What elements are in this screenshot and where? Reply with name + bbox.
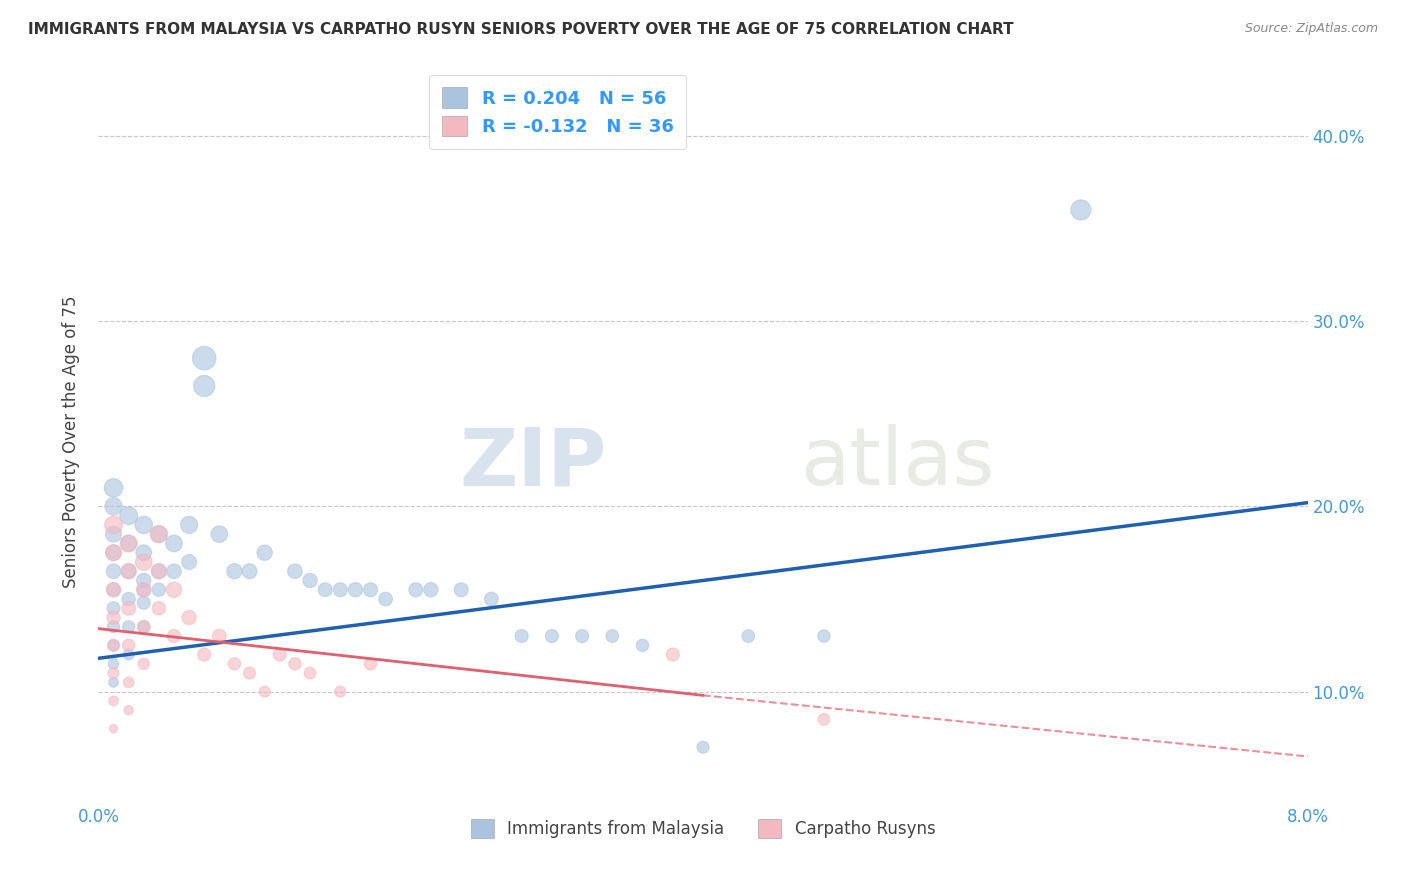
Point <box>103 722 125 736</box>
Point <box>208 527 231 541</box>
Point <box>103 527 125 541</box>
Point <box>103 694 125 708</box>
Point <box>163 582 186 597</box>
Point <box>148 527 170 541</box>
Point <box>737 629 759 643</box>
Point <box>299 574 322 588</box>
Point <box>103 610 125 624</box>
Point <box>103 582 125 597</box>
Point <box>132 620 155 634</box>
Point <box>148 527 170 541</box>
Point <box>118 620 141 634</box>
Point <box>253 546 276 560</box>
Point <box>148 564 170 578</box>
Point <box>179 517 201 532</box>
Point <box>103 620 125 634</box>
Point <box>148 582 170 597</box>
Point <box>103 657 125 671</box>
Point <box>360 582 382 597</box>
Text: atlas: atlas <box>800 425 994 502</box>
Point <box>132 582 155 597</box>
Point <box>284 564 307 578</box>
Point <box>148 601 170 615</box>
Point <box>132 582 155 597</box>
Point <box>132 517 155 532</box>
Text: ZIP: ZIP <box>458 425 606 502</box>
Point <box>299 666 322 681</box>
Point <box>103 500 125 514</box>
Point <box>193 379 215 393</box>
Point <box>163 536 186 550</box>
Point <box>540 629 562 643</box>
Point <box>208 629 231 643</box>
Legend: Immigrants from Malaysia, Carpatho Rusyns: Immigrants from Malaysia, Carpatho Rusyn… <box>464 813 942 845</box>
Point <box>224 657 246 671</box>
Point <box>148 564 170 578</box>
Point <box>314 582 336 597</box>
Point <box>269 648 291 662</box>
Text: IMMIGRANTS FROM MALAYSIA VS CARPATHO RUSYN SENIORS POVERTY OVER THE AGE OF 75 CO: IMMIGRANTS FROM MALAYSIA VS CARPATHO RUS… <box>28 22 1014 37</box>
Point <box>374 592 396 607</box>
Point <box>118 703 141 717</box>
Point <box>103 638 125 652</box>
Point <box>631 638 654 652</box>
Point <box>103 638 125 652</box>
Point <box>132 555 155 569</box>
Point <box>510 629 533 643</box>
Point <box>118 675 141 690</box>
Point <box>284 657 307 671</box>
Point <box>118 601 141 615</box>
Point <box>224 564 246 578</box>
Point <box>103 601 125 615</box>
Point <box>118 508 141 523</box>
Point <box>103 481 125 495</box>
Point <box>661 648 683 662</box>
Text: Source: ZipAtlas.com: Source: ZipAtlas.com <box>1244 22 1378 36</box>
Point <box>602 629 624 643</box>
Point <box>118 638 141 652</box>
Point <box>118 536 141 550</box>
Point <box>813 629 835 643</box>
Point <box>132 546 155 560</box>
Point <box>132 657 155 671</box>
Point <box>239 666 262 681</box>
Point <box>118 592 141 607</box>
Point <box>329 684 352 698</box>
Point <box>103 564 125 578</box>
Point <box>118 564 141 578</box>
Point <box>103 675 125 690</box>
Point <box>132 596 155 610</box>
Point <box>692 740 714 755</box>
Point <box>360 657 382 671</box>
Point <box>1070 202 1092 217</box>
Point <box>132 574 155 588</box>
Point <box>420 582 443 597</box>
Point <box>132 620 155 634</box>
Point <box>118 536 141 550</box>
Point <box>179 610 201 624</box>
Point <box>118 564 141 578</box>
Point <box>103 666 125 681</box>
Point <box>571 629 593 643</box>
Point <box>253 684 276 698</box>
Point <box>193 351 215 366</box>
Point <box>239 564 262 578</box>
Point <box>163 564 186 578</box>
Point <box>405 582 427 597</box>
Point <box>813 713 835 727</box>
Point <box>103 582 125 597</box>
Point <box>103 517 125 532</box>
Point <box>344 582 367 597</box>
Point <box>118 648 141 662</box>
Point <box>481 592 503 607</box>
Point <box>193 648 215 662</box>
Point <box>103 546 125 560</box>
Point <box>179 555 201 569</box>
Point <box>329 582 352 597</box>
Y-axis label: Seniors Poverty Over the Age of 75: Seniors Poverty Over the Age of 75 <box>62 295 80 588</box>
Point <box>103 546 125 560</box>
Point <box>163 629 186 643</box>
Point <box>450 582 472 597</box>
